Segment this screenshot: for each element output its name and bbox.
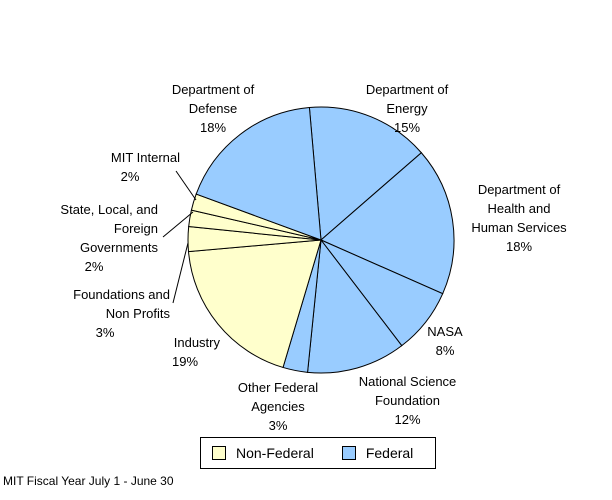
slice-label-value: 3% xyxy=(95,325,115,340)
legend-swatch-federal xyxy=(341,446,356,460)
slice-label: State, Local, and Foreign Governments 2% xyxy=(30,200,158,276)
slice-label-text: Department of Defense xyxy=(171,82,255,116)
leader-line xyxy=(172,242,189,304)
slice-label-value: 3% xyxy=(268,418,288,433)
slice-label-value: 2% xyxy=(120,169,140,184)
slice-label: Department of Energy 15% xyxy=(352,80,462,137)
slice-label-value: 18% xyxy=(199,120,227,135)
slice-label-text: Other Federal Agencies xyxy=(237,380,319,414)
footnote: MIT Fiscal Year July 1 - June 30 xyxy=(3,474,174,488)
slice-label: Other Federal Agencies 3% xyxy=(228,378,328,435)
slice-label-value: 18% xyxy=(505,239,533,254)
pie-slice xyxy=(320,152,455,295)
slice-label: National Science Foundation 12% xyxy=(345,372,470,429)
pie-slice xyxy=(187,239,322,369)
slice-label-text: Department of Energy xyxy=(365,82,449,116)
slice-label-text: Industry xyxy=(173,335,220,350)
slice-label-value: 8% xyxy=(435,343,455,358)
pie-slice xyxy=(308,106,423,242)
slice-label-value: 12% xyxy=(394,412,421,427)
pie-slice xyxy=(195,106,322,241)
legend-label-non-federal: Non-Federal xyxy=(236,445,314,461)
slice-label-text: Department of Health and Human Services xyxy=(471,182,567,235)
slice-label: NASA 8% xyxy=(420,322,470,360)
legend: Non-Federal Federal xyxy=(200,437,436,469)
slice-label-value: 2% xyxy=(84,259,104,274)
slice-label: Industry 19% xyxy=(150,333,220,371)
pie-slice xyxy=(307,238,403,374)
legend-label-federal: Federal xyxy=(365,445,414,461)
slice-label-text: State, Local, and Foreign Governments xyxy=(60,202,158,255)
slice-label: Foundations and Non Profits 3% xyxy=(40,285,170,342)
slice-label: MIT Internal 2% xyxy=(80,148,180,186)
leader-line xyxy=(175,170,197,201)
slice-label: Department of Health and Human Services 1… xyxy=(455,180,583,256)
slice-label-value: 19% xyxy=(171,354,199,369)
slice-label-text: NASA xyxy=(427,324,463,339)
slice-label: Department of Defense 18% xyxy=(158,80,268,137)
slice-label-text: National Science Foundation xyxy=(358,374,457,408)
legend-swatch-non-federal xyxy=(212,446,226,460)
leader-line xyxy=(162,211,194,238)
slice-label-text: Foundations and Non Profits xyxy=(73,287,170,321)
slice-label-value: 15% xyxy=(393,120,421,135)
slice-label-text: MIT Internal xyxy=(110,150,180,165)
